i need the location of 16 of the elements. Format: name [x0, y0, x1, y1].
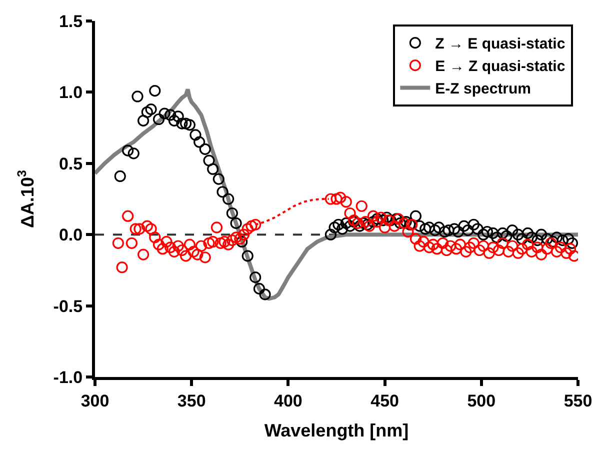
y-tick-label: 0.0: [58, 226, 83, 245]
x-tick-label: 450: [370, 391, 399, 410]
y-tick-label: 1.0: [58, 83, 83, 102]
legend-label: Z → E quasi-static: [435, 36, 566, 53]
x-tick-label: 350: [177, 391, 206, 410]
y-tick-label: -0.5: [53, 296, 83, 316]
x-tick-label: 550: [564, 391, 592, 410]
x-axis-title: Wavelength [nm]: [264, 420, 409, 440]
x-tick-label: 400: [274, 391, 302, 410]
x-tick-label: 500: [467, 391, 496, 410]
legend-label: E → Z quasi-static: [435, 58, 566, 76]
y-tick-label: -1.0: [53, 368, 83, 387]
x-tick-label: 300: [80, 391, 110, 410]
legend-label: E-Z spectrum: [435, 80, 532, 98]
y-tick-label: 0.5: [58, 154, 83, 174]
y-tick-label: 1.5: [58, 12, 83, 31]
